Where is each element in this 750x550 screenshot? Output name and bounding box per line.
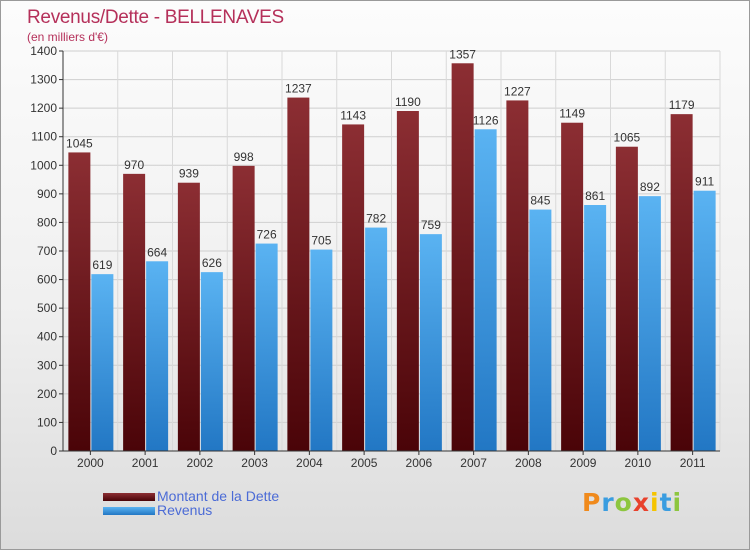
data-label-debt-2001: 970 [124, 158, 144, 172]
y-tick-label: 100 [37, 415, 57, 429]
data-label-debt-2011: 1179 [669, 98, 695, 112]
x-tick-label-2005: 2005 [351, 456, 378, 470]
y-tick-label: 1300 [30, 73, 57, 87]
x-tick-label-2003: 2003 [241, 456, 268, 470]
data-label-revenus-2006: 759 [421, 218, 441, 232]
x-tick-label-2010: 2010 [625, 456, 652, 470]
data-label-revenus-2010: 892 [640, 180, 660, 194]
bar-debt-2011 [670, 114, 693, 452]
data-label-revenus-2009: 861 [585, 189, 605, 203]
logo-letter: r [601, 488, 615, 517]
bar-debt-2003 [232, 165, 255, 451]
logo-letter: o [614, 488, 633, 517]
x-tick-label-2000: 2000 [77, 456, 104, 470]
data-label-debt-2000: 1045 [66, 136, 93, 150]
axes-group [59, 50, 720, 455]
bar-debt-2004 [287, 97, 310, 452]
bar-revenus-2006 [419, 234, 442, 451]
data-label-debt-2005: 1143 [340, 108, 366, 122]
data-label-debt-2009: 1149 [559, 107, 585, 121]
bar-revenus-2008 [529, 209, 552, 451]
labels-group: 0 100 200 300 400 500 600 700 800 900 1000 1100 1200… [30, 44, 714, 470]
logo-letter: x [632, 488, 650, 517]
bar-revenus-2003 [255, 243, 278, 451]
data-label-revenus-2011: 911 [695, 175, 714, 189]
y-tick-label: 800 [37, 215, 57, 229]
bar-revenus-2000 [91, 274, 114, 451]
bar-debt-2000 [68, 152, 91, 451]
x-tick-label-2009: 2009 [570, 456, 597, 470]
data-label-debt-2006: 1190 [395, 95, 421, 109]
x-tick-label-2001: 2001 [132, 456, 159, 470]
legend-label-revenus: Revenus [157, 502, 213, 518]
data-label-debt-2007: 1357 [449, 47, 476, 61]
y-tick-label: 700 [37, 244, 57, 258]
x-tick-label-2011: 2011 [680, 456, 706, 470]
data-label-debt-2010: 1065 [614, 131, 641, 145]
x-tick-label-2008: 2008 [515, 456, 542, 470]
chart-title: Revenus/Dette - BELLENAVES [27, 7, 284, 28]
data-label-revenus-2003: 726 [257, 228, 277, 242]
y-tick-label: 1000 [30, 158, 57, 172]
bar-debt-2005 [342, 124, 365, 451]
data-label-debt-2002: 939 [179, 167, 199, 181]
legend-label-debt: Montant de la Dette [157, 488, 280, 504]
y-tick-label: 900 [37, 187, 57, 201]
bar-debt-2002 [177, 182, 200, 451]
data-label-debt-2003: 998 [234, 150, 254, 164]
bar-debt-2001 [123, 173, 146, 451]
y-tick-label: 1400 [30, 44, 57, 58]
legend-swatch-revenus [103, 507, 155, 515]
data-label-revenus-2007: 1126 [473, 113, 499, 127]
bar-debt-2008 [506, 100, 529, 451]
grid-lines [62, 50, 721, 452]
y-tick-label: 400 [37, 330, 57, 344]
logo-letter: i [672, 488, 683, 517]
bar-revenus-2010 [638, 196, 661, 451]
data-label-revenus-2004: 705 [311, 234, 331, 248]
x-tick-label-2006: 2006 [406, 456, 433, 470]
x-tick-label-2002: 2002 [187, 456, 214, 470]
y-tick-label: 300 [37, 358, 57, 372]
bar-debt-2009 [561, 122, 584, 451]
bar-revenus-2009 [584, 205, 607, 451]
data-label-revenus-2000: 619 [92, 258, 112, 272]
data-label-revenus-2002: 626 [202, 256, 222, 270]
bar-revenus-2005 [365, 227, 388, 451]
y-tick-label: 500 [37, 301, 57, 315]
bar-revenus-2007 [474, 129, 497, 452]
data-label-revenus-2005: 782 [366, 212, 386, 226]
data-label-revenus-2001: 664 [147, 245, 167, 259]
data-label-debt-2004: 1237 [285, 82, 312, 96]
y-tick-label: 200 [37, 387, 57, 401]
bar-debt-2006 [396, 111, 419, 451]
bars-group [68, 63, 716, 452]
x-tick-label-2004: 2004 [296, 456, 323, 470]
data-label-revenus-2008: 845 [530, 194, 550, 208]
chart-subtitle: (en milliers d'€) [27, 30, 108, 44]
y-tick-label: 0 [50, 444, 57, 458]
y-tick-label: 1100 [31, 130, 57, 144]
legend-swatch-debt [103, 493, 155, 501]
y-tick-label: 600 [37, 273, 57, 287]
logo-letter: i [650, 488, 660, 517]
bar-debt-2007 [451, 63, 474, 452]
y-tick-label: 1200 [30, 101, 57, 115]
bar-revenus-2002 [200, 272, 223, 451]
logo-letter: P [582, 488, 602, 517]
bar-revenus-2004 [310, 249, 333, 451]
proxiti-logo: Proxiti [582, 488, 682, 517]
x-tick-label-2007: 2007 [460, 456, 487, 470]
logo-letter: t [659, 488, 673, 517]
bar-debt-2010 [615, 146, 638, 451]
data-label-debt-2008: 1227 [504, 84, 531, 98]
bar-revenus-2001 [146, 261, 169, 451]
bar-revenus-2011 [693, 190, 716, 451]
